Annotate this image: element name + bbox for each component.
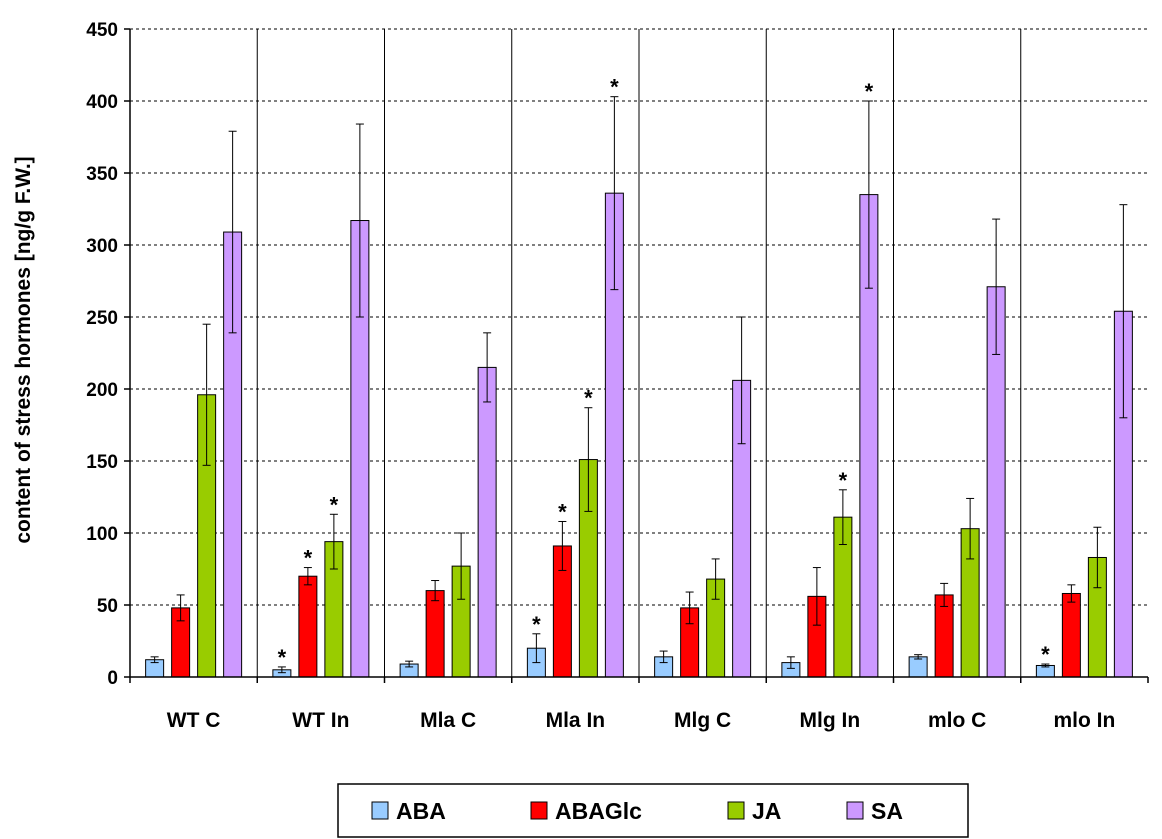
legend: ABA ABAGlc JA SA (337, 783, 969, 838)
legend-swatch-aba (371, 801, 389, 820)
legend-items: ABA ABAGlc JA SA (371, 798, 903, 824)
category-separators (256, 29, 1022, 677)
y-tick-label: 450 (86, 20, 118, 41)
legend-label-abaglc: ABAGlc (555, 798, 642, 824)
category-label: Mla C (420, 709, 476, 732)
category-label: mlo C (928, 709, 986, 732)
x-category-labels: WT C WT In Mla C Mla In Mlg C Mlg In mlo C mlo … (167, 709, 1116, 732)
bar-abaglc-7 (1061, 592, 1081, 678)
legend-label-ja: JA (752, 798, 781, 824)
legend-label-sa: SA (871, 798, 903, 824)
bars (145, 192, 1133, 678)
y-axis-label: content of stress hormones [ng/g F.W.] (12, 156, 35, 543)
y-tick-label: 400 (86, 92, 118, 113)
bar-aba-6 (908, 656, 928, 678)
significance-star: * (610, 75, 619, 100)
category-label: mlo In (1053, 709, 1115, 732)
bar-abaglc-2 (425, 590, 445, 678)
legend-swatch-ja (727, 801, 745, 820)
y-tick-label: 0 (107, 668, 118, 689)
category-label: WT In (292, 709, 349, 732)
significance-star: * (584, 386, 593, 411)
y-tick-label: 300 (86, 236, 118, 257)
category-label: Mlg C (674, 709, 731, 732)
error-bars (150, 96, 1128, 674)
bar-sa-2 (477, 366, 497, 678)
significance-star: * (278, 645, 287, 670)
category-label: Mla In (546, 709, 606, 732)
legend-swatch-sa (846, 801, 864, 820)
y-tick-label: 150 (86, 452, 118, 473)
y-tick-label: 200 (86, 380, 118, 401)
y-tick-label: 100 (86, 524, 118, 545)
significance-star: * (865, 79, 874, 104)
y-tick-label: 50 (97, 596, 118, 617)
significance-star: * (532, 612, 541, 637)
y-tick-labels: 0 50 100 150 200 250 300 350 400 450 (86, 20, 130, 689)
bar-abaglc-1 (298, 575, 318, 678)
y-tick-label: 350 (86, 164, 118, 185)
significance-star: * (304, 546, 313, 571)
significance-star: * (558, 499, 567, 524)
legend-label-aba: ABA (396, 798, 446, 824)
y-tick-label: 250 (86, 308, 118, 329)
significance-star: * (1041, 642, 1050, 667)
bar-abaglc-6 (934, 594, 954, 678)
significance-markers: * * * * * * * * * * (278, 75, 1051, 670)
legend-swatch-abaglc (530, 801, 548, 820)
significance-star: * (839, 468, 848, 493)
category-label: WT C (167, 709, 221, 732)
axes (129, 29, 1149, 683)
significance-star: * (330, 492, 339, 517)
category-label: Mlg In (800, 709, 861, 732)
